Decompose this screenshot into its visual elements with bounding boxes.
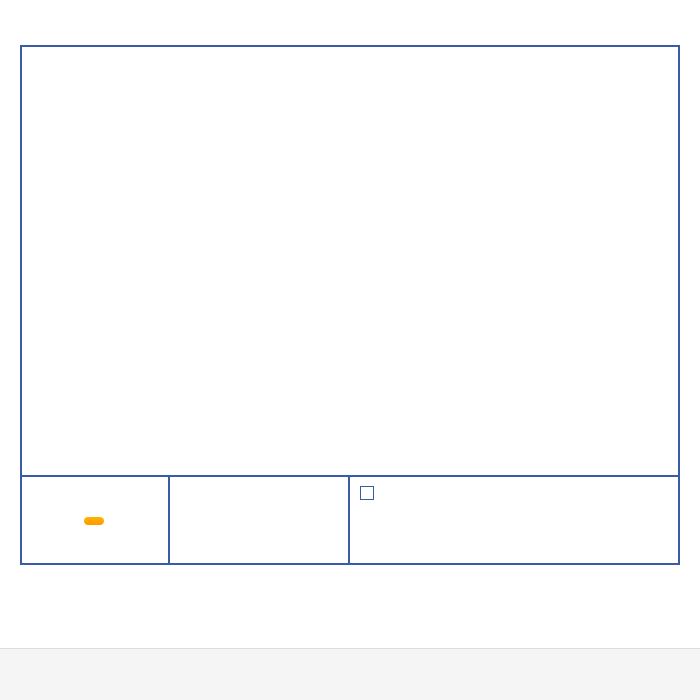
bottom-bar <box>0 648 700 700</box>
logo-cell <box>20 477 170 565</box>
side-view-section <box>400 55 678 465</box>
fremax-logo <box>84 517 104 525</box>
part-cell <box>170 477 350 565</box>
spec-cell <box>350 477 680 565</box>
front-view-disc <box>40 70 350 420</box>
mount-box-icon <box>360 486 374 500</box>
info-row <box>20 475 680 565</box>
mounting-face-line <box>360 485 670 506</box>
